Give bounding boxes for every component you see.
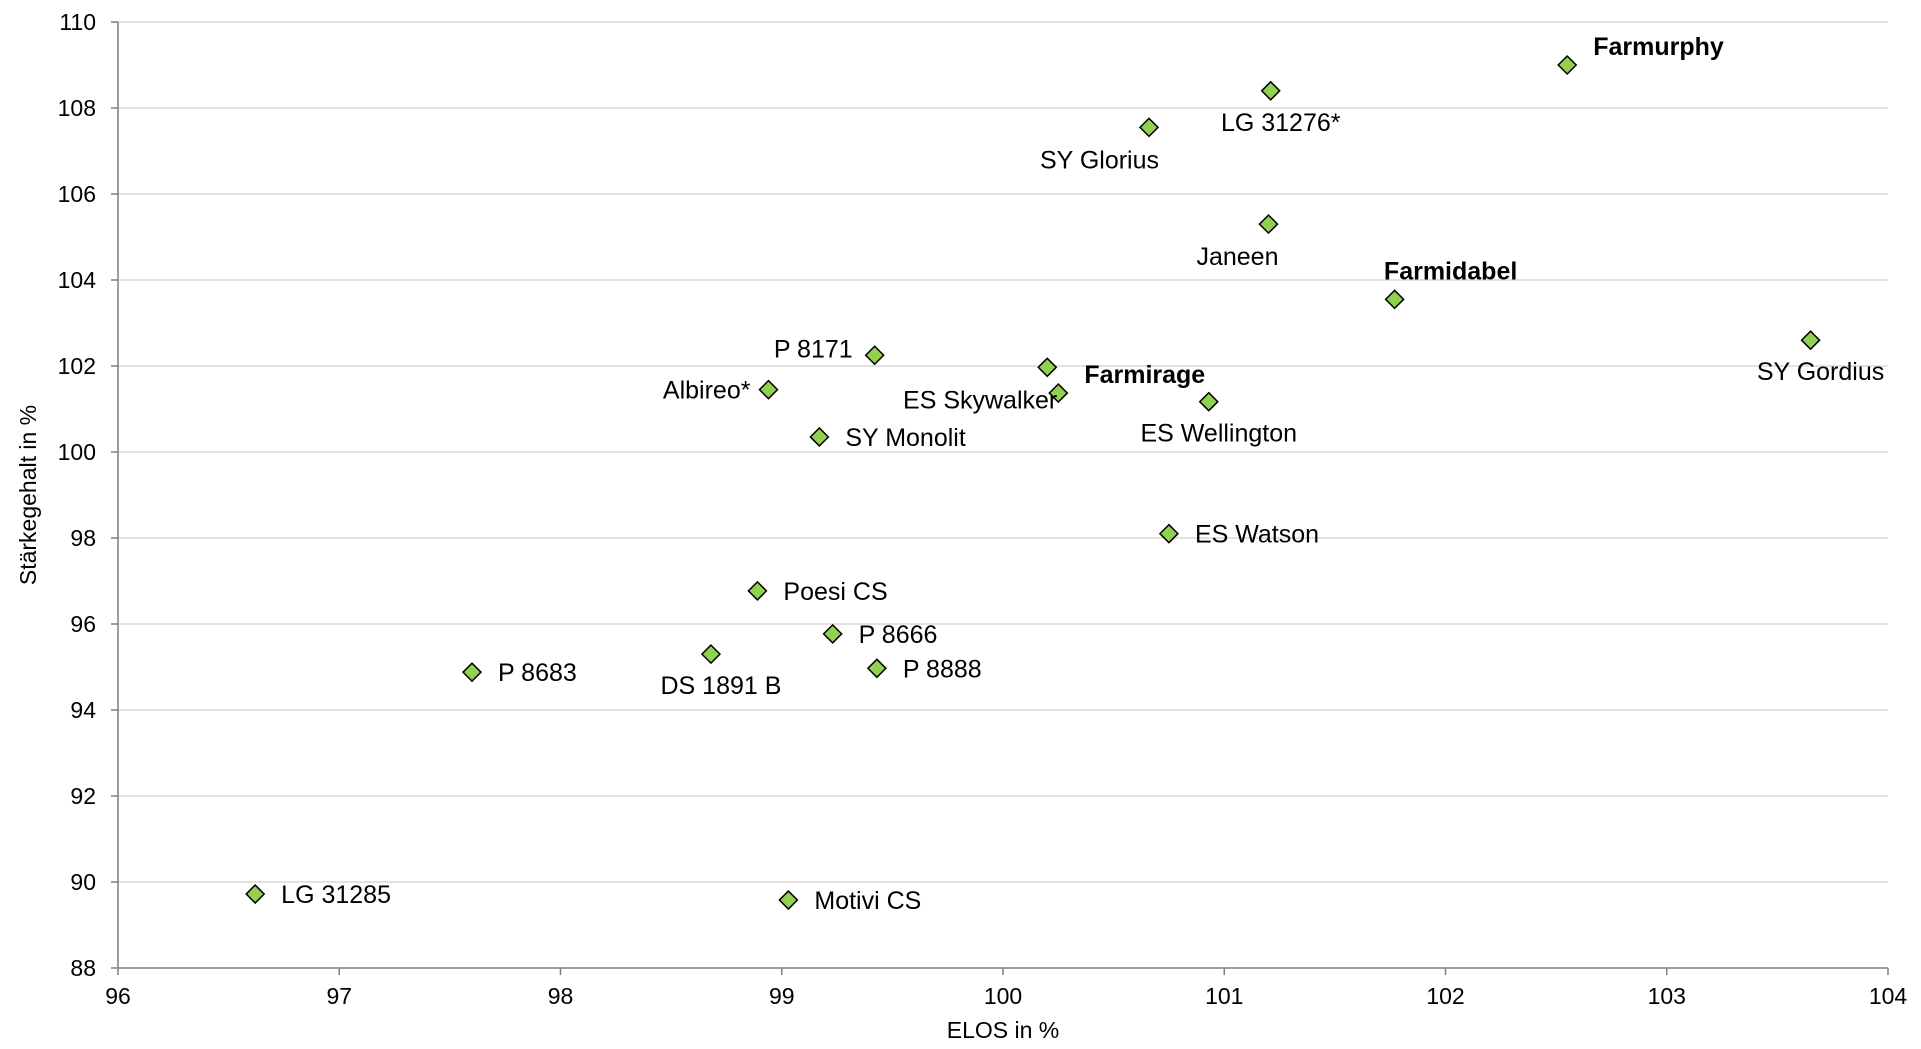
data-point-label: ES Watson	[1195, 521, 1319, 549]
x-tick-label: 103	[1648, 983, 1686, 1009]
data-point-label: LG 31276*	[1221, 109, 1341, 137]
data-point-marker	[1258, 214, 1279, 235]
x-axis-title: ELOS in %	[947, 1017, 1060, 1043]
y-axis-title: Stärkegehalt in %	[15, 405, 41, 585]
data-point-label: SY Glorius	[1040, 146, 1159, 174]
x-tick-label: 99	[769, 983, 795, 1009]
data-point-marker	[758, 379, 779, 400]
data-point-marker	[245, 883, 266, 905]
x-tick-label: 101	[1205, 983, 1243, 1009]
data-point-label: Farmurphy	[1593, 33, 1724, 61]
x-tick-label: 98	[548, 983, 574, 1009]
data-points	[245, 54, 1821, 911]
y-tick-label: 102	[58, 353, 96, 379]
data-point-label: Poesi CS	[783, 578, 887, 606]
data-point-label: ES Wellington	[1140, 420, 1297, 448]
data-point-marker	[1800, 330, 1821, 351]
data-point-marker	[1557, 54, 1578, 76]
x-tick-label: 102	[1426, 983, 1464, 1009]
data-point-marker	[822, 623, 843, 644]
data-point-marker	[866, 658, 887, 679]
data-point-marker	[1260, 80, 1281, 101]
point-labels: Farmurphy LG 31276* SY Glorius Janeen Farmid…	[281, 33, 1884, 915]
y-tick-label: 88	[70, 955, 96, 981]
data-point-label: P 8171	[774, 335, 853, 363]
x-tick-labels: 96 97 98 99 100 101 102 103 104	[105, 983, 1907, 1009]
y-tick-label: 90	[70, 869, 96, 895]
data-point-label: SY Monolit	[845, 424, 965, 452]
y-tick-label: 108	[58, 95, 96, 121]
x-tick-label: 104	[1869, 983, 1908, 1009]
y-tick-label: 96	[70, 611, 96, 637]
x-tick-label: 100	[984, 983, 1022, 1009]
data-point-marker	[1158, 523, 1179, 544]
data-point-marker	[1384, 289, 1405, 310]
gridlines	[118, 21, 1888, 883]
data-point-label: ES Skywalker	[903, 386, 1057, 414]
x-tick-label: 96	[105, 983, 131, 1009]
y-tick-labels: 88 90 92 94 96 98 100 102 104 106 108 110	[58, 9, 97, 981]
data-point-label: SY Gordius	[1757, 358, 1884, 386]
data-point-marker	[778, 889, 799, 911]
data-point-label: Janeen	[1196, 243, 1278, 271]
data-point-label: P 8666	[859, 621, 938, 649]
data-point-marker	[747, 580, 768, 601]
data-point-label: P 8888	[903, 655, 982, 683]
data-point-label: DS 1891 B	[660, 672, 781, 700]
data-point-marker	[1198, 391, 1219, 412]
y-tick-label: 98	[70, 525, 96, 551]
x-tick-label: 97	[326, 983, 352, 1009]
data-point-marker	[1048, 383, 1069, 404]
data-point-label: P 8683	[498, 659, 577, 687]
axes	[111, 21, 1889, 975]
data-point-label: Farmirage	[1084, 361, 1205, 389]
data-point-marker	[700, 644, 722, 665]
y-tick-label: 106	[58, 181, 96, 207]
data-point-label: Albireo*	[663, 377, 751, 405]
data-point-label: Farmidabel	[1384, 257, 1517, 285]
data-point-marker	[809, 426, 830, 448]
data-point-label: LG 31285	[281, 881, 391, 909]
data-point-label: Motivi CS	[814, 887, 921, 915]
data-point-marker	[1037, 357, 1058, 378]
y-tick-label: 100	[58, 439, 96, 465]
y-tick-label: 110	[59, 9, 96, 35]
y-tick-label: 104	[58, 267, 97, 293]
data-point-marker	[461, 662, 483, 683]
data-point-marker	[864, 345, 885, 366]
y-tick-label: 92	[70, 783, 96, 809]
data-point-marker	[1138, 117, 1160, 138]
y-tick-label: 94	[70, 697, 96, 723]
